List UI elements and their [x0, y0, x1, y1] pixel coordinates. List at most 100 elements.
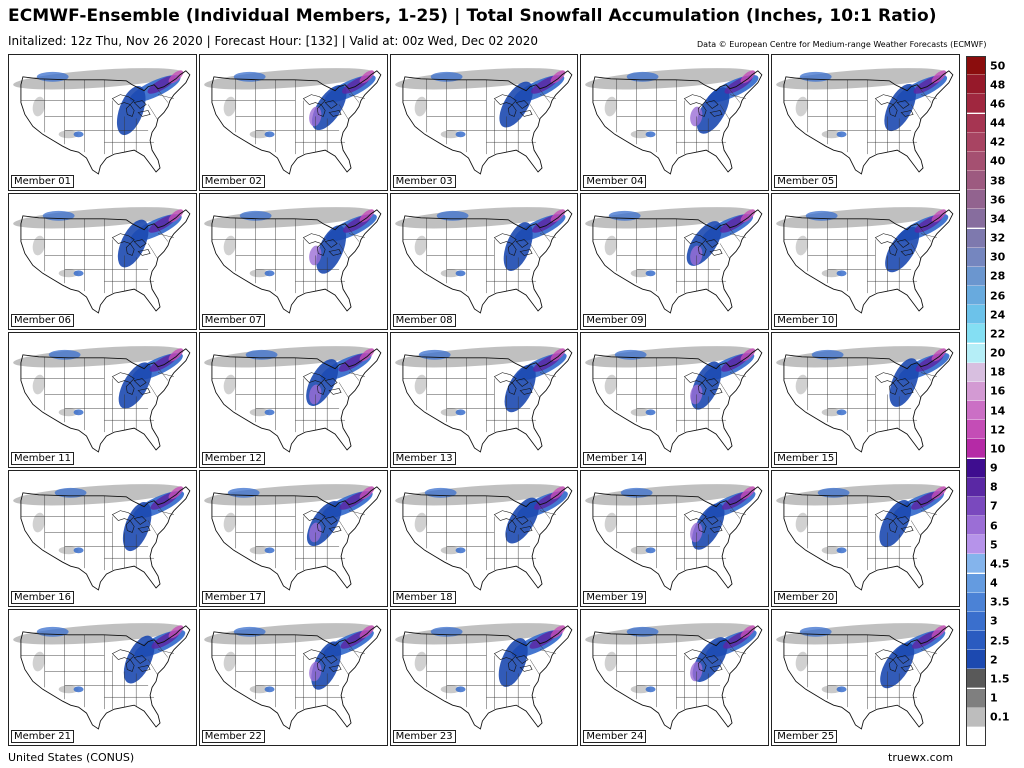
- legend-entry: 6: [966, 516, 1016, 536]
- legend-swatch: [966, 151, 986, 171]
- legend-swatch: [966, 554, 986, 574]
- snowfall-map: [13, 484, 191, 592]
- legend-entry: 22: [966, 324, 1016, 344]
- legend-swatch: [966, 420, 986, 440]
- member-label: Member 21: [11, 730, 75, 743]
- member-label: Member 17: [201, 591, 265, 605]
- legend-entry: 0.1: [966, 707, 1016, 727]
- map-subtitle: Initalized: 12z Thu, Nov 26 2020 | Forec…: [8, 34, 539, 48]
- legend-entry: 24: [966, 305, 1016, 325]
- member-label: Member 25: [774, 730, 838, 743]
- legend-swatch: [966, 94, 986, 114]
- snowfall-map: [585, 68, 763, 175]
- legend-entry: 4: [966, 573, 1016, 593]
- legend-label: 2.5: [990, 634, 1010, 648]
- member-label: Member 15: [774, 452, 838, 466]
- snowfall-map: [13, 68, 191, 175]
- member-panel: Member 19: [580, 470, 770, 608]
- legend-entry: 7: [966, 496, 1016, 516]
- legend-label: 34: [990, 212, 1006, 226]
- legend-entry: 4.5: [966, 554, 1016, 574]
- legend-swatch: [966, 535, 986, 555]
- legend-label: 40: [990, 154, 1006, 168]
- legend-entry: 3: [966, 611, 1016, 631]
- legend-swatch: [966, 324, 986, 344]
- legend-swatch: [966, 592, 986, 612]
- member-label: Member 02: [201, 174, 265, 188]
- member-label: Member 03: [392, 174, 456, 188]
- member-label: Member 06: [11, 313, 75, 327]
- snowfall-map: [13, 345, 191, 453]
- legend-swatch: [966, 669, 986, 689]
- legend-swatch: [966, 573, 986, 593]
- legend-swatch: [966, 228, 986, 248]
- legend-label: 10: [990, 442, 1006, 456]
- legend-swatch: [966, 113, 986, 133]
- legend-swatch: [966, 190, 986, 210]
- site-credit: truewx.com: [888, 751, 954, 764]
- legend-swatch: [966, 247, 986, 267]
- region-label: United States (CONUS): [8, 751, 135, 764]
- member-panel: Member 12: [198, 331, 388, 469]
- legend-label: 26: [990, 289, 1006, 303]
- legend-entry: 5: [966, 535, 1016, 555]
- member-label: Member 20: [774, 591, 838, 605]
- member-label: Member 16: [11, 591, 75, 605]
- legend-label: 8: [990, 480, 998, 494]
- legend-swatch: [966, 286, 986, 306]
- legend-entry: 26: [966, 286, 1016, 306]
- snowfall-map: [203, 345, 382, 453]
- legend-frame: [966, 56, 986, 746]
- member-panel: Member 10: [771, 192, 960, 330]
- legend-entry: 50: [966, 56, 1016, 76]
- member-label: Member 08: [392, 313, 456, 327]
- member-label: Member 22: [201, 730, 265, 743]
- data-credit: Data © European Centre for Medium-range …: [697, 40, 987, 49]
- legend-label: 3.5: [990, 595, 1010, 609]
- snowfall-map: [776, 484, 954, 592]
- legend-entry: 1: [966, 688, 1016, 708]
- legend-swatch: [966, 439, 986, 459]
- member-panel: Member 01: [8, 54, 197, 191]
- member-label: Member 18: [392, 591, 456, 605]
- snowfall-map: [13, 206, 191, 314]
- member-label: Member 24: [583, 730, 647, 743]
- legend-label: 3: [990, 614, 998, 628]
- legend-label: 18: [990, 365, 1006, 379]
- snowfall-map: [585, 345, 763, 453]
- legend-entry: 48: [966, 75, 1016, 95]
- legend-swatch: [966, 362, 986, 382]
- legend-entry: 2: [966, 650, 1016, 670]
- member-panel: Member 03: [389, 54, 579, 191]
- legend-entry: 30: [966, 247, 1016, 267]
- legend-label: 24: [990, 308, 1006, 322]
- snowfall-map: [394, 623, 572, 730]
- snowfall-color-legend: 50 48 46 44 42 40 38 36 34 32 30 28 26 24 22 20 18 16 14 12…: [966, 56, 1016, 746]
- snowfall-map: [394, 68, 572, 175]
- legend-label: 20: [990, 346, 1006, 360]
- member-panel: Member 02: [198, 54, 388, 191]
- legend-label: 9: [990, 461, 998, 475]
- member-panel: Member 17: [198, 470, 388, 608]
- legend-label: 4: [990, 576, 998, 590]
- member-label: Member 10: [774, 313, 838, 327]
- legend-entry: 34: [966, 209, 1016, 229]
- member-label: Member 11: [11, 452, 75, 466]
- legend-entry: 2.5: [966, 631, 1016, 651]
- legend-label: 42: [990, 135, 1006, 149]
- member-panel: Member 09: [580, 192, 770, 330]
- legend-swatch: [966, 266, 986, 286]
- member-panel: Member 13: [389, 331, 579, 469]
- snowfall-map: [585, 484, 763, 592]
- legend-label: 16: [990, 384, 1006, 398]
- legend-swatch: [966, 707, 986, 727]
- snowfall-map: [394, 345, 572, 453]
- legend-swatch: [966, 631, 986, 651]
- snowfall-map: [13, 623, 191, 730]
- legend-swatch: [966, 171, 986, 191]
- member-panel: Member 11: [8, 331, 197, 469]
- member-label: Member 14: [583, 452, 647, 466]
- legend-label: 50: [990, 59, 1006, 73]
- member-panel: Member 21: [8, 609, 197, 746]
- legend-label: 6: [990, 519, 998, 533]
